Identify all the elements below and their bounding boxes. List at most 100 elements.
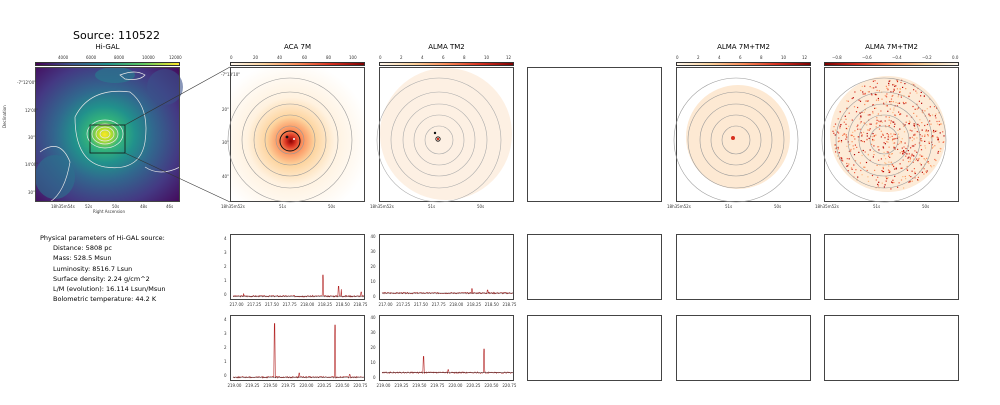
speckle-dot bbox=[845, 135, 847, 137]
speckle-dot bbox=[918, 125, 920, 127]
speckle-dot bbox=[914, 133, 916, 135]
speckle-dot bbox=[905, 88, 907, 90]
speckle-dot bbox=[886, 87, 888, 89]
speckle-dot bbox=[900, 179, 903, 181]
param-distance: Distance: 5808 pc bbox=[53, 244, 112, 253]
spectrum-xtick: 217.75 bbox=[431, 302, 446, 307]
cdiff-xtick: 18h35m52s bbox=[815, 204, 839, 209]
speckle-dot bbox=[851, 119, 853, 121]
speckle-dot bbox=[924, 163, 926, 165]
speckle-dot bbox=[893, 107, 895, 109]
speckle-dot bbox=[924, 147, 927, 149]
speckle-dot bbox=[841, 159, 843, 161]
speckle-dot bbox=[888, 82, 890, 84]
spectrum-xtick: 219.25 bbox=[394, 383, 409, 388]
speckle-dot bbox=[878, 149, 880, 151]
higal-title: Hi-GAL bbox=[95, 43, 120, 51]
speckle-dot bbox=[893, 133, 895, 135]
speckle-dot bbox=[861, 154, 863, 157]
speckle-dot bbox=[861, 135, 863, 137]
speckle-dot bbox=[914, 134, 916, 136]
speckle-dot bbox=[899, 113, 901, 116]
speckle-dot bbox=[906, 115, 908, 117]
speckle-dot bbox=[913, 134, 915, 136]
speckle-dot bbox=[916, 151, 918, 153]
speckle-dot bbox=[861, 134, 863, 136]
spectrum-tm2-lower bbox=[381, 348, 514, 375]
speckle-dot bbox=[935, 117, 937, 119]
cdiff-cbar-tick: −0.2 bbox=[922, 55, 932, 60]
c7mtm2-xtick: 18h35m52s bbox=[667, 204, 691, 209]
speckle-dot bbox=[860, 115, 862, 117]
speckle-dot bbox=[837, 155, 839, 157]
speckle-dot bbox=[921, 122, 923, 124]
speckle-dot bbox=[859, 118, 861, 120]
speckle-dot bbox=[938, 112, 940, 114]
higal-xtick: 46s bbox=[166, 204, 174, 209]
speckle-dot bbox=[905, 121, 907, 123]
speckle-dot bbox=[867, 114, 869, 116]
speckle-dot bbox=[889, 80, 891, 82]
speckle-dot bbox=[894, 175, 896, 177]
speckle-dot bbox=[914, 171, 916, 173]
speckle-dot bbox=[876, 93, 878, 96]
speckle-dot bbox=[909, 92, 911, 94]
speckle-dot bbox=[917, 87, 919, 90]
speckle-dot bbox=[857, 176, 859, 178]
speckle-dot bbox=[897, 186, 899, 188]
speckle-dot bbox=[942, 131, 944, 133]
speckle-dot bbox=[925, 170, 927, 172]
spectrum-xtick: 218.50 bbox=[484, 302, 499, 307]
speckle-dot bbox=[908, 181, 910, 183]
speckle-dot bbox=[918, 142, 920, 144]
speckle-dot bbox=[874, 107, 876, 109]
speckle-dot bbox=[889, 156, 891, 158]
speckle-dot bbox=[905, 102, 907, 104]
speckle-dot bbox=[893, 88, 895, 90]
speckle-dot bbox=[906, 165, 908, 168]
speckle-dot bbox=[897, 143, 899, 145]
tm2-colorbar bbox=[379, 62, 514, 66]
speckle-dot bbox=[888, 116, 890, 118]
speckle-dot bbox=[890, 133, 892, 135]
speckle-dot bbox=[894, 148, 896, 150]
spectrum-ytick: 10 bbox=[370, 278, 376, 284]
speckle-dot bbox=[932, 135, 934, 137]
speckle-dot bbox=[893, 126, 895, 128]
speckle-dot bbox=[894, 142, 896, 144]
speckle-dot bbox=[883, 151, 885, 153]
speckle-dot bbox=[897, 79, 899, 81]
speckle-dot bbox=[893, 109, 895, 111]
speckle-dot bbox=[913, 168, 915, 170]
speckle-dot bbox=[898, 111, 900, 113]
speckle-dot bbox=[853, 106, 856, 108]
speckle-dot bbox=[855, 111, 858, 113]
speckle-dot bbox=[877, 146, 879, 148]
speckle-dot bbox=[890, 98, 893, 100]
speckle-dot bbox=[905, 147, 907, 150]
speckle-dot bbox=[876, 122, 878, 124]
spectrum-ytick: 40 bbox=[370, 315, 376, 321]
speckle-dot bbox=[890, 153, 892, 155]
speckle-dot bbox=[911, 140, 913, 142]
speckle-dot bbox=[886, 151, 888, 153]
speckle-dot bbox=[860, 140, 862, 142]
higal-ytick: 30" bbox=[28, 135, 35, 140]
speckle-dot bbox=[868, 91, 870, 93]
speckle-dot bbox=[857, 124, 859, 126]
speckle-dot bbox=[867, 91, 869, 93]
speckle-dot bbox=[899, 142, 901, 144]
speckle-dot bbox=[917, 160, 919, 162]
speckle-dot bbox=[939, 132, 941, 134]
speckle-dot bbox=[877, 185, 879, 187]
speckle-dot bbox=[914, 108, 916, 110]
speckle-dot bbox=[865, 161, 868, 164]
spectrum-ytick: 40 bbox=[370, 234, 376, 240]
speckle-dot bbox=[854, 138, 856, 140]
speckle-dot bbox=[929, 115, 931, 117]
speckle-dot bbox=[916, 137, 918, 139]
speckle-dot bbox=[864, 85, 866, 87]
spectrum-panel bbox=[379, 315, 514, 381]
speckle-dot bbox=[891, 153, 893, 155]
speckle-dot bbox=[903, 103, 905, 105]
